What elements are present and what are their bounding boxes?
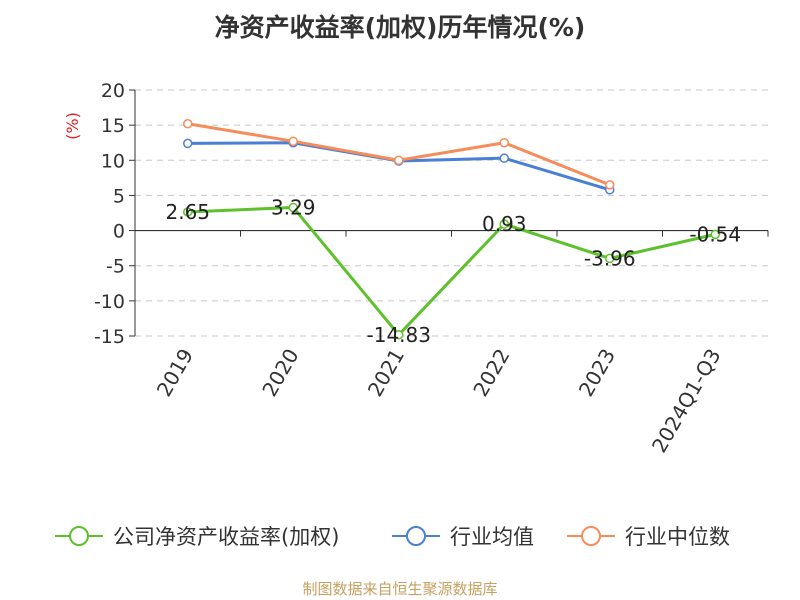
data-label: 2.65 xyxy=(165,200,210,224)
grid-lines xyxy=(135,89,768,337)
series-line xyxy=(187,141,611,192)
data-label: -0.54 xyxy=(689,222,741,246)
data-point xyxy=(499,153,509,163)
legend-label: 公司净资产收益率(加权) xyxy=(113,525,339,549)
data-label: -3.96 xyxy=(584,246,636,270)
data-point xyxy=(499,219,509,229)
data-point xyxy=(605,253,615,264)
x-tick-labels: 2019 2020 2021 2022 2023 2024Q1-Q3 xyxy=(152,345,726,457)
series-lines xyxy=(183,118,720,340)
data-point xyxy=(499,137,509,148)
data-label: 3.29 xyxy=(271,195,316,219)
series-line xyxy=(187,205,716,337)
y-tick-labels: 20 15 10 5 0 -5 -10 -15 xyxy=(94,80,125,348)
axes xyxy=(129,89,769,337)
data-point xyxy=(183,118,193,129)
data-point xyxy=(394,330,404,340)
y-tick-label: 0 xyxy=(113,221,125,243)
y-tick-label: -10 xyxy=(94,291,125,313)
data-point xyxy=(183,138,193,149)
source-note: 制图数据来自恒生聚源数据库 xyxy=(302,580,498,598)
data-labels: 2.65 3.29 -14.83 0.93 -3.96 -0.54 xyxy=(165,195,741,346)
legend-label: 行业均值 xyxy=(450,525,534,549)
data-label: -14.83 xyxy=(367,323,431,347)
data-point xyxy=(605,180,615,190)
y-tick-label: -15 xyxy=(94,326,125,348)
x-tick-label: 2022 xyxy=(468,345,514,401)
x-tick-label: 2019 xyxy=(152,345,198,401)
y-tick-label: 15 xyxy=(101,115,125,137)
y-tick-label: 5 xyxy=(113,185,125,207)
data-point xyxy=(394,155,404,166)
x-tick-label: 2021 xyxy=(363,345,409,401)
legend-label: 行业中位数 xyxy=(625,525,730,549)
legend-marker xyxy=(69,526,89,546)
y-tick-label: 20 xyxy=(101,80,125,102)
legend: 公司净资产收益率(加权) 行业均值 行业中位数 xyxy=(55,525,730,549)
y-tick-label: 10 xyxy=(101,150,125,172)
series-line xyxy=(187,122,611,187)
data-point xyxy=(288,136,298,147)
data-point xyxy=(288,202,298,213)
y-axis-label: (%) xyxy=(63,112,82,140)
data-point xyxy=(183,207,193,217)
legend-marker xyxy=(406,526,426,546)
legend-marker xyxy=(581,526,601,546)
chart-title: 净资产收益率(加权)历年情况(%) xyxy=(214,13,586,42)
data-point xyxy=(710,229,720,240)
x-tick-label: 2023 xyxy=(574,345,620,401)
data-label: 0.93 xyxy=(482,212,527,236)
x-tick-label: 2024Q1-Q3 xyxy=(647,345,726,457)
y-tick-label: -5 xyxy=(106,256,125,278)
x-tick-label: 2020 xyxy=(257,345,303,401)
